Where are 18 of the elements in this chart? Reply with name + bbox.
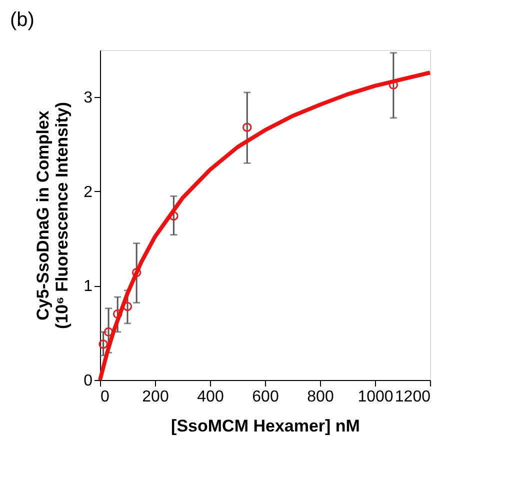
x-tick-label: 0 bbox=[100, 388, 110, 406]
x-tick-label: 400 bbox=[197, 388, 224, 406]
y-tick-label: 2 bbox=[84, 184, 93, 201]
x-axis-title: [SsoMCM Hexamer] nM bbox=[171, 416, 360, 436]
point bbox=[104, 327, 114, 337]
x-tick-label: 1200 bbox=[394, 388, 431, 406]
x-tick-label: 200 bbox=[142, 388, 169, 406]
y-tick-label: 3 bbox=[84, 90, 93, 107]
x-tick-label: 800 bbox=[307, 388, 334, 406]
y-axis-title: Cy5-SsoDnaG in Complex (10⁶ Fluorescence Intensity) bbox=[34, 102, 72, 330]
x-tick-label: 600 bbox=[252, 388, 279, 406]
y-tick-label: 0 bbox=[84, 372, 93, 390]
point bbox=[98, 340, 108, 349]
y-tick-label: 1 bbox=[84, 278, 93, 296]
point bbox=[242, 122, 252, 132]
point bbox=[132, 268, 142, 278]
x-tick-label: 1000 bbox=[358, 388, 394, 406]
chart-title: (b) bbox=[10, 9, 34, 31]
